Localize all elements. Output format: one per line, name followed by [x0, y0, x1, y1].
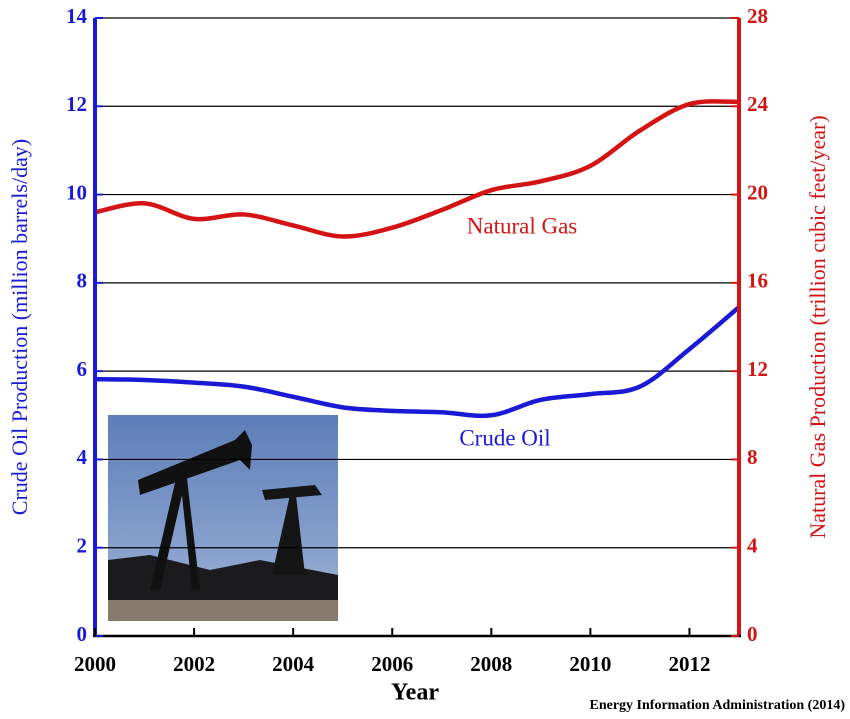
y2-tick-label: 28 [747, 4, 768, 28]
y-tick-label: 0 [77, 622, 88, 646]
series-label: Crude Oil [459, 425, 550, 450]
source: Energy Information Administration (2014) [590, 698, 846, 713]
x-tick-label: 2006 [371, 652, 413, 676]
x-tick-label: 2008 [470, 652, 512, 676]
y2-axis-label: Natural Gas Production (trillion cubic f… [805, 115, 830, 538]
y2-tick-label: 8 [747, 445, 758, 469]
data-line [94, 305, 741, 419]
y2-tick-label: 24 [747, 92, 769, 116]
y2-tick-label: 0 [747, 622, 758, 646]
y-tick-label: 8 [77, 269, 88, 293]
x-tick-label: 2010 [569, 652, 611, 676]
y-tick-label: 6 [77, 357, 88, 381]
y-axis-label: Crude Oil Production (million barrels/da… [7, 139, 32, 515]
pump-small [262, 485, 322, 575]
y2-tick-label: 4 [747, 534, 758, 558]
y2-tick-label: 12 [747, 357, 768, 381]
pump-frame [150, 470, 200, 590]
series-label: Natural Gas [467, 213, 578, 238]
y-tick-label: 14 [66, 4, 88, 28]
y-tick-label: 10 [66, 180, 87, 204]
pump-beam [138, 430, 252, 495]
lines [94, 99, 741, 419]
x-tick-label: 2012 [668, 652, 710, 676]
x-tick-label: 2002 [173, 652, 215, 676]
x-axis-label: Year [391, 680, 439, 706]
x-tick-label: 2000 [74, 652, 116, 676]
oil-photo [108, 415, 338, 621]
y2-tick-label: 20 [747, 180, 768, 204]
y-tick-label: 4 [77, 445, 88, 469]
y-tick-label: 12 [66, 92, 87, 116]
y-tick-label: 2 [77, 534, 88, 558]
y2-tick-label: 16 [747, 269, 768, 293]
data-line [94, 99, 740, 239]
x-tick-label: 2004 [272, 652, 315, 676]
